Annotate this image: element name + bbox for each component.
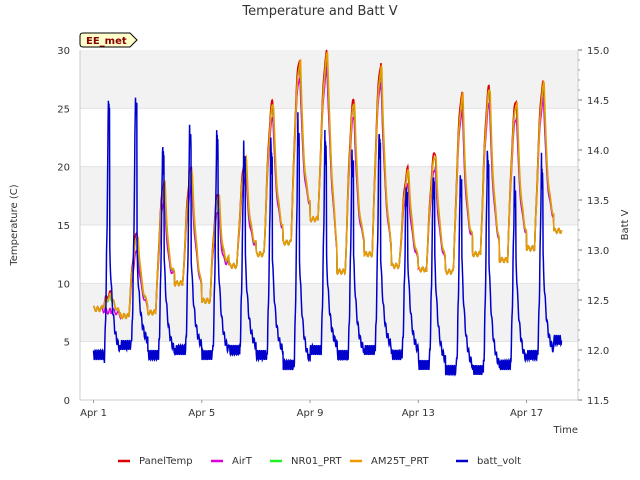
y-tick-right-label: 13.0 <box>587 246 609 257</box>
y-tick-left-label: 10 <box>57 279 70 290</box>
grid-band <box>80 166 578 225</box>
y-axis-right-label: Batt V <box>620 209 631 240</box>
y-tick-right-label: 14.0 <box>587 146 609 157</box>
x-axis: Apr 1 Apr 5 Apr 9 Apr 13 Apr 17 <box>80 400 543 419</box>
y-axis-right: 11.5 12.0 12.5 13.0 13.5 14.0 14.5 15.0 <box>578 46 609 407</box>
legend-label: AirT <box>232 456 253 467</box>
legend-label: AM25T_PRT <box>371 456 430 467</box>
plot-lines <box>92 49 563 377</box>
y-axis-left: 0 5 10 15 20 25 30 <box>57 46 70 407</box>
x-tick-label: Apr 17 <box>510 408 543 419</box>
y-tick-left-label: 25 <box>57 104 70 115</box>
y-tick-right-label: 14.5 <box>587 96 609 107</box>
y-tick-left-label: 0 <box>64 396 70 407</box>
plot-frame <box>79 50 579 401</box>
y-tick-left-label: 15 <box>57 221 70 232</box>
series-line-batt-volt <box>92 97 563 377</box>
y-tick-right-label: 11.5 <box>587 396 609 407</box>
y-tick-left-label: 20 <box>57 163 70 174</box>
x-tick-label: Apr 1 <box>80 408 107 419</box>
legend-label: NR01_PRT <box>291 456 342 467</box>
x-tick-label: Apr 13 <box>402 408 435 419</box>
x-tick-label: Apr 5 <box>188 408 215 419</box>
chart-title: Temperature and Batt V <box>241 4 397 19</box>
station-badge-box <box>79 32 138 48</box>
x-axis-label: Time <box>553 425 578 436</box>
series-line-am25t-prt <box>93 51 563 320</box>
y-tick-right-label: 15.0 <box>587 46 609 57</box>
legend-label: PanelTemp <box>139 456 193 467</box>
y-axis-left-label: Temperature (C) <box>9 184 20 266</box>
y-tick-right-label: 12.5 <box>587 296 609 307</box>
station-badge: EE_met <box>79 32 138 48</box>
y-tick-right-label: 13.5 <box>587 196 609 207</box>
y-tick-left-label: 30 <box>57 46 70 57</box>
y-tick-left-label: 5 <box>64 338 70 349</box>
legend-label: batt_volt <box>477 456 521 467</box>
y-tick-right-label: 12.0 <box>587 346 609 357</box>
x-tick-label: Apr 9 <box>297 408 324 419</box>
legend: PanelTemp AirT NR01_PRT AM25T_PRT batt_volt <box>118 456 521 467</box>
station-badge-text: EE_met <box>86 36 127 47</box>
